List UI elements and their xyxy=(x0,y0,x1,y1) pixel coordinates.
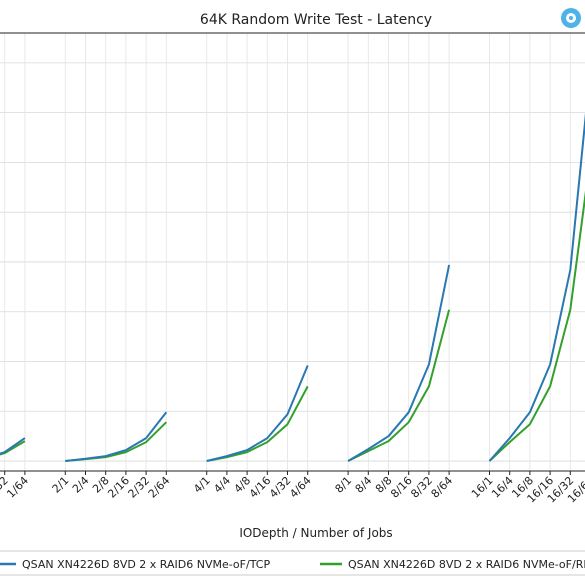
x-tick-label: 16/1 xyxy=(469,474,496,501)
series-line xyxy=(65,411,168,462)
grid xyxy=(0,33,585,471)
x-tick-label: 2/32 xyxy=(126,474,153,501)
chart-title: 64K Random Write Test - Latency xyxy=(200,12,432,28)
x-tick-label: 1/32 xyxy=(0,474,11,501)
brand-logo-icon xyxy=(561,8,581,28)
series-line xyxy=(206,385,309,462)
series-line xyxy=(488,190,585,462)
x-tick-label: 4/4 xyxy=(211,474,233,496)
x-tick-label: 4/32 xyxy=(267,474,294,501)
x-tick-label: 8/1 xyxy=(333,474,355,496)
plot-frame xyxy=(0,32,585,472)
series-line xyxy=(0,440,26,456)
x-tick-label: 2/4 xyxy=(70,474,92,496)
legend-label: QSAN XN4226D 8VD 2 x RAID6 NVMe-oF/TCP xyxy=(22,558,270,571)
x-tick-label: 2/64 xyxy=(146,474,173,501)
x-tick-label: 1/64 xyxy=(4,474,31,501)
x-tick-label: 4/64 xyxy=(287,474,314,501)
series-line xyxy=(206,365,309,462)
series-line xyxy=(65,421,168,462)
x-tick-label: 8/4 xyxy=(353,474,375,496)
x-tick-label: 8/32 xyxy=(408,474,435,501)
series-line xyxy=(488,112,585,462)
series-line xyxy=(347,264,451,462)
legend-label: QSAN XN4226D 8VD 2 x RAID6 NVMe-oF/RDMA xyxy=(348,558,585,571)
series-line xyxy=(347,309,451,462)
x-tick-label: 16/4 xyxy=(489,474,516,501)
legend-box xyxy=(0,550,585,576)
series-line xyxy=(0,437,26,455)
x-tick-label: 4/16 xyxy=(247,474,274,501)
x-tick-label: 2/1 xyxy=(50,474,72,496)
x-tick-label: 4/1 xyxy=(191,474,213,496)
x-tick-labels: 1/161/321/642/12/42/82/162/322/644/14/44… xyxy=(0,471,585,506)
x-tick-label: 2/16 xyxy=(105,474,132,501)
legend: QSAN XN4226D 8VD 2 x RAID6 NVMe-oF/TCP QS… xyxy=(0,550,585,576)
x-tick-label: 8/16 xyxy=(388,474,415,501)
series-lines xyxy=(0,112,585,462)
x-tick-label: 8/64 xyxy=(429,474,456,501)
x-axis-label: IODepth / Number of Jobs xyxy=(239,526,392,540)
